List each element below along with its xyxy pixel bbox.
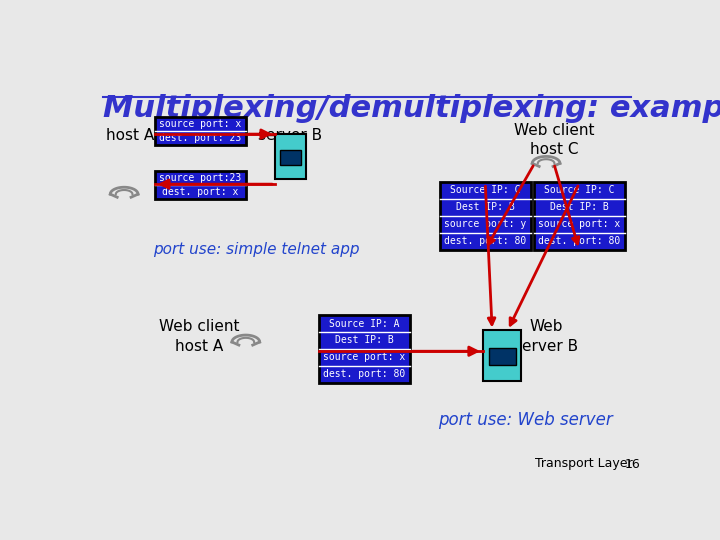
- Text: port use: Web server: port use: Web server: [438, 411, 613, 429]
- Text: dest. port: 23: dest. port: 23: [159, 133, 241, 143]
- Bar: [534, 182, 625, 249]
- Bar: [319, 315, 410, 383]
- Text: Web client
host A: Web client host A: [159, 319, 240, 354]
- Text: Transport Layer: Transport Layer: [534, 457, 632, 470]
- Text: Source IP: C: Source IP: C: [544, 185, 614, 195]
- Text: Source IP: C: Source IP: C: [450, 185, 521, 195]
- Text: source port: x: source port: x: [159, 119, 241, 129]
- Text: host A: host A: [106, 128, 154, 143]
- Bar: [155, 171, 246, 199]
- Bar: [155, 117, 246, 145]
- Bar: [440, 182, 531, 249]
- Bar: [483, 330, 521, 381]
- Text: dest. port: 80: dest. port: 80: [444, 236, 526, 246]
- Text: Dest IP: B: Dest IP: B: [550, 202, 608, 212]
- Bar: [279, 150, 301, 165]
- Text: Web
server B: Web server B: [514, 319, 578, 354]
- Text: Source IP: A: Source IP: A: [329, 319, 400, 328]
- Text: Multiplexing/demultiplexing: examples: Multiplexing/demultiplexing: examples: [104, 94, 720, 123]
- Text: server B: server B: [258, 128, 323, 143]
- Text: Dest IP: B: Dest IP: B: [335, 335, 394, 346]
- Text: Web client
host C: Web client host C: [513, 123, 594, 157]
- Bar: [489, 348, 516, 366]
- Bar: [275, 134, 306, 179]
- Text: source port: x: source port: x: [323, 353, 405, 362]
- Text: port use: simple telnet app: port use: simple telnet app: [153, 242, 360, 257]
- Text: dest. port: x: dest. port: x: [162, 187, 238, 197]
- Text: source port: x: source port: x: [538, 219, 621, 229]
- Text: source port:23: source port:23: [159, 173, 241, 183]
- Text: 16: 16: [625, 457, 640, 470]
- Text: Dest IP: B: Dest IP: B: [456, 202, 515, 212]
- Text: dest. port: 80: dest. port: 80: [323, 369, 405, 379]
- Text: source port: y: source port: y: [444, 219, 526, 229]
- Text: dest. port: 80: dest. port: 80: [538, 236, 621, 246]
